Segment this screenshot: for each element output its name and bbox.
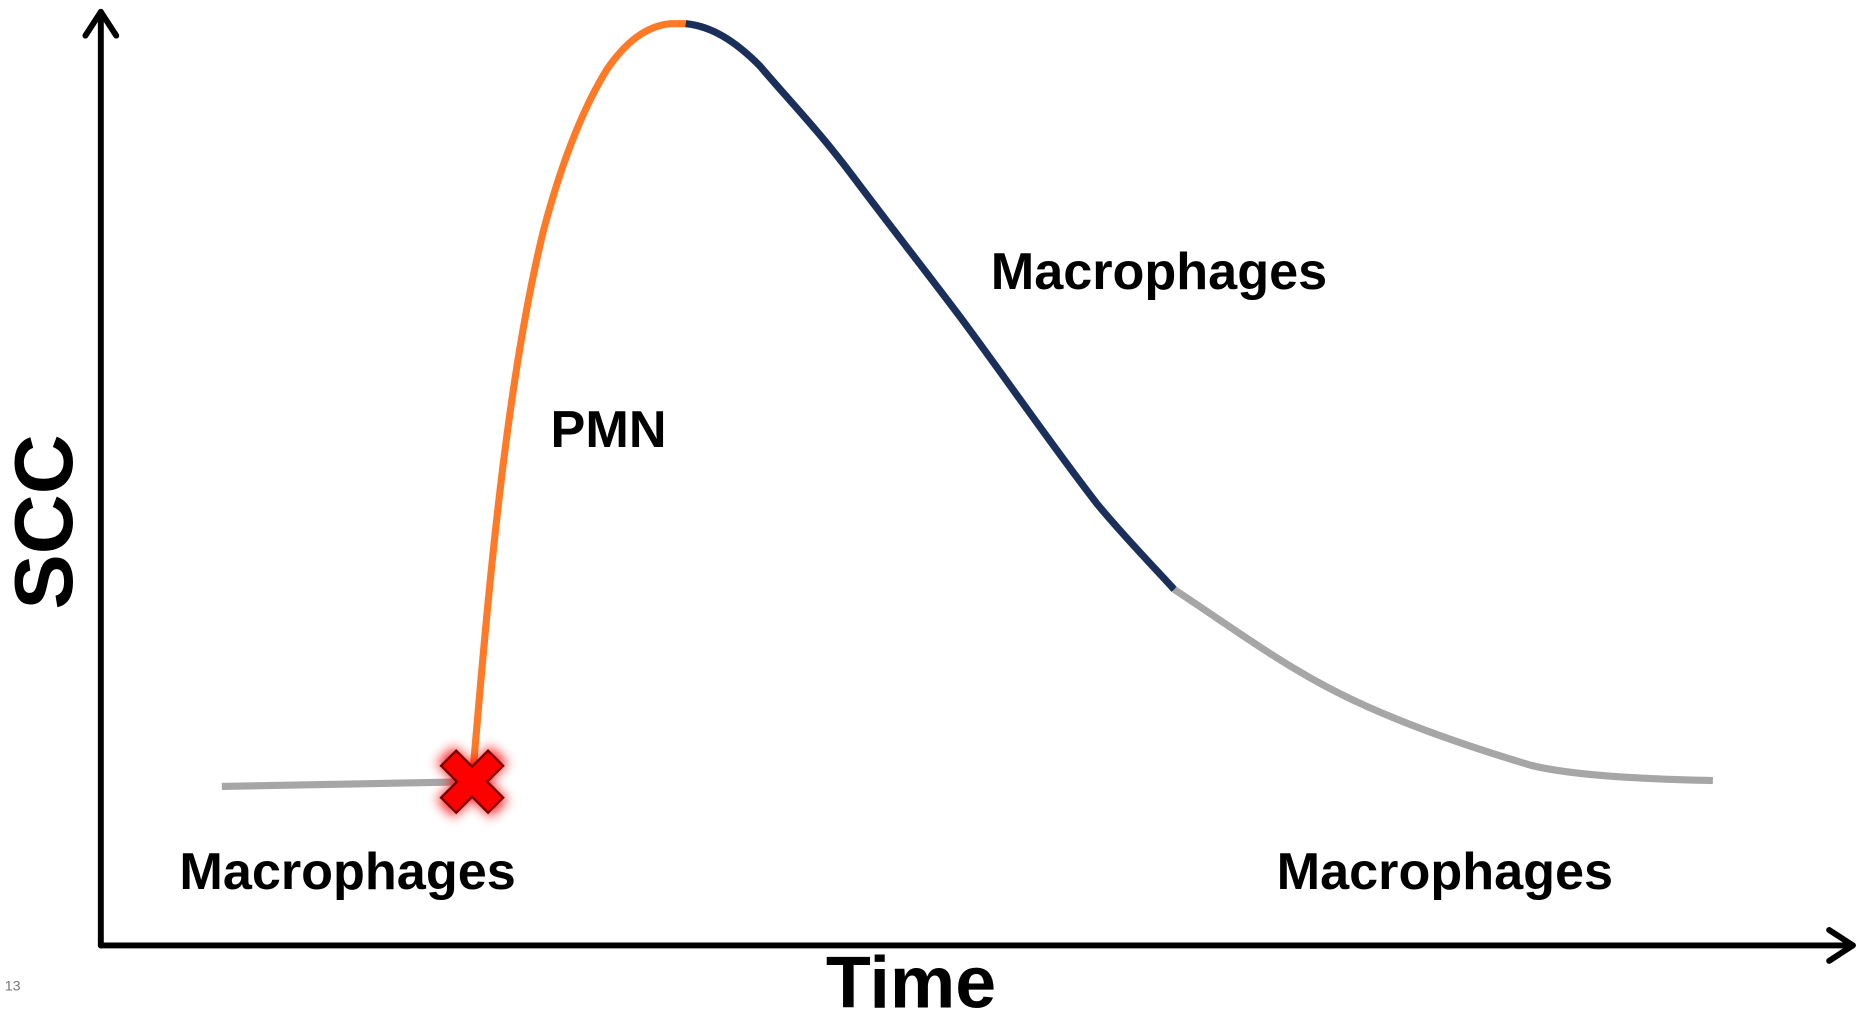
macrophages-label: Macrophages bbox=[991, 243, 1327, 301]
x-axis-arrow bbox=[1826, 927, 1856, 964]
baseline-segment bbox=[221, 778, 473, 791]
y-axis-label: SCC bbox=[0, 434, 90, 609]
y-axis-arrow bbox=[82, 8, 120, 39]
x-axis-label: Time bbox=[826, 941, 996, 1023]
macrophages-label: Macrophages bbox=[179, 843, 515, 901]
pmn-label: PMN bbox=[551, 401, 667, 459]
axes bbox=[82, 8, 1856, 964]
page-number: 13 bbox=[5, 979, 21, 995]
infection-marker bbox=[436, 746, 508, 817]
macrophage-decline-segment bbox=[685, 20, 1177, 592]
recovery-segment bbox=[1172, 586, 1713, 785]
pmn-segment bbox=[468, 20, 686, 783]
macrophages-label: Macrophages bbox=[1277, 843, 1613, 901]
curve bbox=[221, 20, 1713, 791]
